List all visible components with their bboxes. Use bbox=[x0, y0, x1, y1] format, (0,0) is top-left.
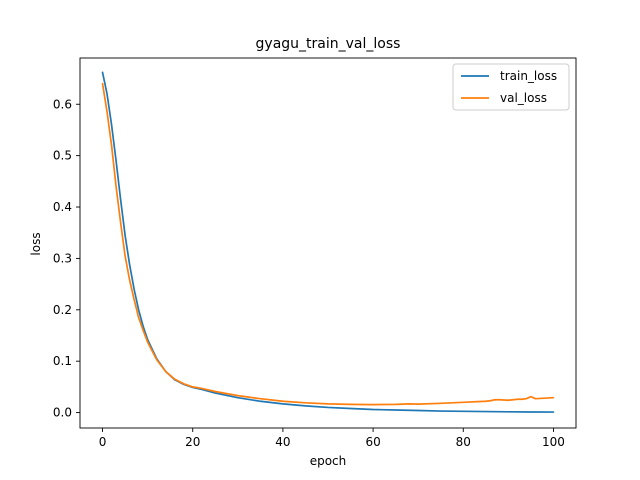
y-tick-label: 0.6 bbox=[53, 97, 72, 111]
x-tick-label: 20 bbox=[185, 435, 200, 449]
legend-label: val_loss bbox=[500, 91, 547, 105]
legend-label: train_loss bbox=[500, 69, 557, 83]
plot-frame bbox=[79, 57, 577, 429]
y-tick-label: 0.0 bbox=[53, 406, 72, 420]
x-tick-label: 80 bbox=[456, 435, 471, 449]
chart-title: gyagu_train_val_loss bbox=[256, 36, 401, 52]
x-tick-label: 40 bbox=[275, 435, 290, 449]
x-tick-label: 60 bbox=[365, 435, 380, 449]
y-tick-label: 0.1 bbox=[53, 354, 72, 368]
x-tick-label: 100 bbox=[542, 435, 565, 449]
axes: 0 20 40 60 80 100 0.0 0.1 0.2 0.3 0.4 0.5 0.6 bbox=[53, 57, 577, 449]
y-tick-label: 0.5 bbox=[53, 149, 72, 163]
plot-lines bbox=[101, 71, 555, 413]
series-line-train-loss bbox=[101, 71, 555, 413]
y-tick-label: 0.2 bbox=[53, 303, 72, 317]
x-tick-label: 0 bbox=[99, 435, 107, 449]
y-tick-label: 0.4 bbox=[53, 200, 72, 214]
x-axis-label: epoch bbox=[310, 454, 347, 468]
legend: train_loss val_loss bbox=[452, 63, 570, 111]
y-tick-label: 0.3 bbox=[53, 251, 72, 265]
y-axis-label: loss bbox=[29, 232, 43, 255]
series-line-val-loss bbox=[101, 82, 555, 406]
